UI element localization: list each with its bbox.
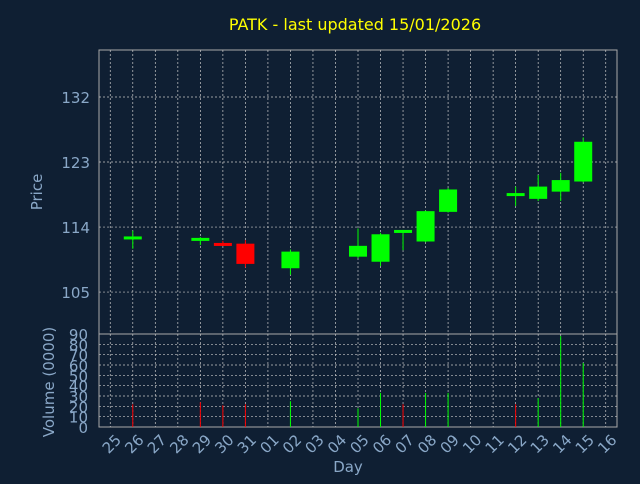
- price-panel: 105 114 123 132: [61, 49, 618, 335]
- chart-title: PATK - last updated 15/01/2026: [229, 15, 481, 34]
- volume-tick-label: 10: [69, 409, 88, 427]
- volume-tick-label: 50: [69, 367, 88, 385]
- candle-body: [236, 243, 255, 264]
- price-tick-label: 105: [61, 284, 90, 302]
- x-axis-label: Day: [333, 458, 363, 476]
- candle-body: [574, 141, 593, 182]
- candle-body: [371, 234, 390, 262]
- candle-body: [529, 186, 548, 199]
- volume-tick-label: 70: [69, 347, 88, 365]
- x-tick-label: 16: [594, 431, 620, 457]
- candle-body: [394, 229, 413, 233]
- price-tick-label: 132: [61, 89, 90, 107]
- price-axis-label: Price: [28, 174, 46, 211]
- volume-tick-label: 80: [69, 336, 88, 354]
- volume-tick-label: 30: [69, 388, 88, 406]
- candle-body: [191, 237, 210, 241]
- candle-body: [349, 245, 367, 257]
- candle-body: [551, 180, 570, 192]
- volume-tick-label: 60: [69, 357, 88, 375]
- volume-axis-label: Volume (0000): [40, 327, 58, 437]
- candle-body: [213, 242, 232, 246]
- volume-tick-label: 20: [69, 398, 88, 416]
- candle-body: [416, 211, 435, 242]
- volume-tick-label: 90: [69, 326, 88, 344]
- volume-tick-label: 40: [69, 378, 88, 396]
- candle-body: [506, 193, 525, 197]
- volume-tick-label: 0: [78, 419, 88, 437]
- price-tick-label: 114: [61, 219, 90, 237]
- candle-body: [439, 189, 458, 212]
- candle-body: [281, 251, 300, 269]
- volume-panel: 0102030405060708090252627282930310102030…: [69, 326, 621, 457]
- price-tick-label: 123: [61, 154, 90, 172]
- candle-body: [123, 236, 142, 240]
